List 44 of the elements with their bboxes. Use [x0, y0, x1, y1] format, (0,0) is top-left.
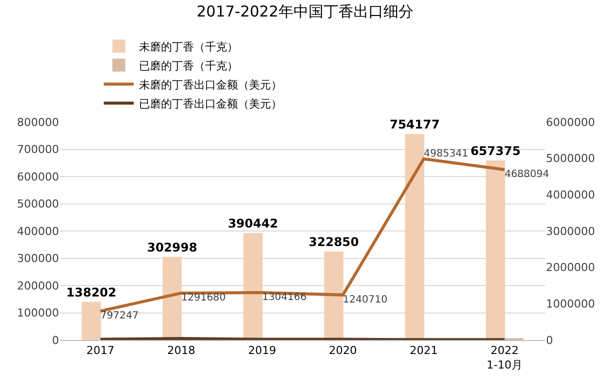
x-tick-label: 2022 1-10月 — [486, 344, 523, 372]
chart-title: 2017-2022年中国丁香出口细分 — [196, 2, 414, 20]
y-tick-label: 400000 — [17, 224, 59, 238]
bar — [324, 252, 344, 340]
legend-label: 已磨的丁香出口金额（美元） — [138, 97, 282, 110]
data-label: 390442 — [228, 216, 278, 231]
x-tick-label: 2019 — [248, 344, 276, 358]
bar — [243, 233, 263, 340]
y2-tick-label: 3000000 — [546, 224, 595, 238]
bar — [486, 160, 506, 340]
y-tick-label: 100000 — [17, 306, 59, 320]
y-tick-label: 800000 — [17, 116, 59, 129]
bar — [82, 302, 101, 340]
data-label: 138202 — [66, 285, 116, 300]
y2-tick-label: 1000000 — [546, 298, 595, 311]
y-tick-label: 0 — [52, 334, 59, 347]
data-label: 1240710 — [342, 294, 388, 306]
y2-tick-label: 4000000 — [546, 188, 595, 202]
y2-tick-label: 0 — [546, 334, 553, 347]
data-label: 4688094 — [504, 169, 550, 180]
data-label: 657375 — [470, 144, 521, 158]
data-label: 797247 — [100, 310, 139, 322]
y2-tick-label: 6000000 — [546, 116, 595, 129]
y2-tick-label: 5000000 — [546, 152, 595, 166]
x-tick-label: 2020 — [328, 344, 357, 358]
y2-tick-label: 2000000 — [546, 261, 595, 274]
data-label: 1291680 — [181, 292, 226, 304]
legend-label: 未磨的丁香出口金额（美元） — [138, 78, 282, 92]
y-tick-label: 700000 — [17, 143, 59, 156]
data-label: 322850 — [308, 235, 359, 250]
y-tick-label: 200000 — [17, 279, 59, 292]
y-tick-label: 600000 — [17, 170, 59, 184]
y-tick-label: 300000 — [17, 252, 59, 266]
legend-label: 已磨的丁香（千克） — [138, 59, 238, 72]
x-tick-label: 2017 — [86, 344, 114, 358]
data-label: 1304166 — [262, 292, 307, 304]
data-label: 4985341 — [424, 148, 468, 160]
x-tick-label: 2021 — [410, 344, 438, 358]
data-label: 754177 — [390, 117, 440, 132]
y-tick-label: 500000 — [17, 198, 59, 211]
legend-label: 未磨的丁香（千克） — [138, 40, 238, 54]
bar — [405, 134, 424, 340]
x-tick-label: 2018 — [167, 344, 196, 358]
data-label: 302998 — [147, 240, 198, 254]
